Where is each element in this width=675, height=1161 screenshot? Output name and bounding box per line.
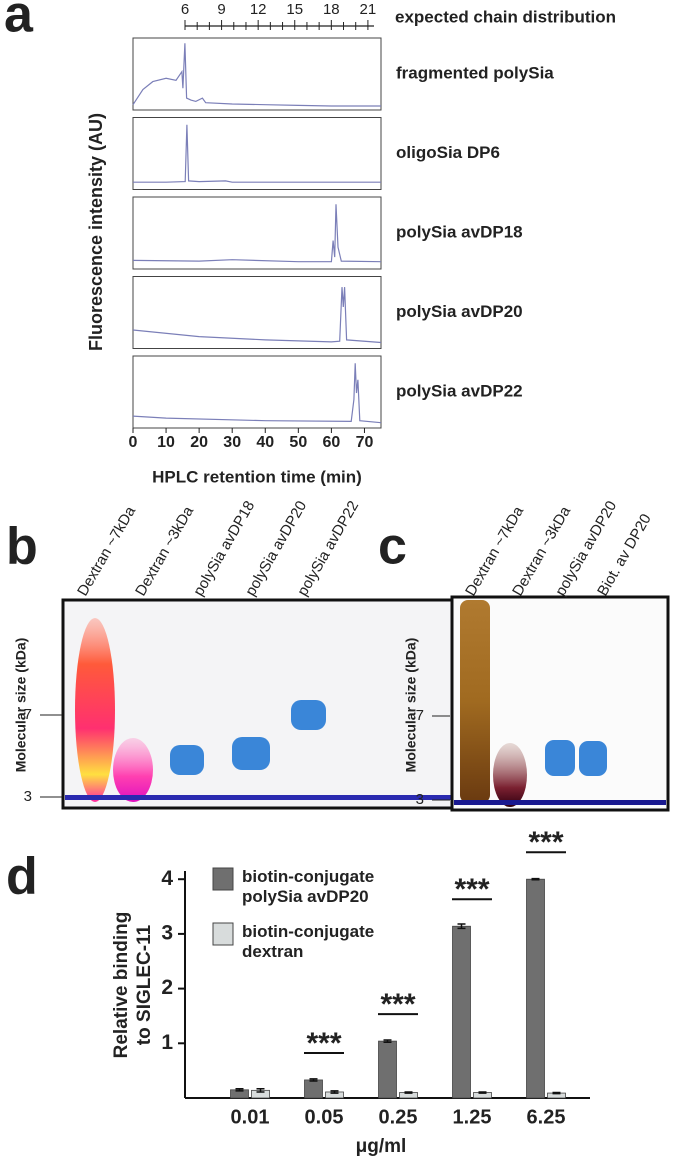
x-tick-label: 0.05: [305, 1106, 344, 1128]
significance-label: ***: [306, 1027, 341, 1060]
trace-name: fragmented polySia: [396, 63, 554, 82]
gel-band: [170, 745, 204, 775]
x-tick-label: 0.01: [231, 1106, 270, 1128]
y-axis-label: to SIGLEC-11: [134, 924, 155, 1045]
error-bar: [383, 1039, 392, 1043]
error-bar: [531, 877, 540, 881]
x-tick-label: 30: [223, 434, 241, 451]
trace: [132, 287, 382, 344]
error-bar: [478, 1091, 487, 1094]
significance-label: ***: [454, 873, 489, 906]
trace-name: polySia avDP22: [396, 381, 523, 400]
legend-label: biotin-conjugate dextran: [242, 922, 375, 961]
bar: [526, 878, 545, 1099]
x-tick-label: 40: [256, 434, 274, 451]
y-axis-label: Molecular size (kDa): [13, 638, 29, 773]
gel-band: [460, 600, 490, 803]
y-tick-label: 2: [161, 976, 173, 999]
trace: [132, 43, 381, 107]
x-tick-label: 1.25: [453, 1106, 492, 1128]
error-bar: [404, 1091, 413, 1094]
x2-tick-label: 9: [217, 1, 225, 18]
significance-label: ***: [380, 988, 415, 1021]
significance-label: ***: [528, 826, 563, 859]
x2-tick-label: 6: [181, 1, 189, 18]
error-bar: [309, 1078, 318, 1082]
gel-band: [291, 700, 326, 730]
gel-front: [454, 800, 666, 805]
panel-letter: a: [4, 0, 34, 44]
y-tick-label: 4: [161, 867, 173, 890]
y-tick-label: 1: [161, 1031, 173, 1054]
trace-frame: [132, 276, 382, 349]
x-tick-label: 0: [129, 434, 138, 451]
trace-name: oligoSia DP6: [396, 143, 500, 162]
legend-swatch: [212, 922, 234, 946]
trace-frame: [132, 37, 382, 111]
panel-letter: d: [6, 848, 38, 906]
error-bar: [552, 1091, 561, 1095]
x2-tick-label: 18: [323, 1, 340, 18]
panel-letter: c: [378, 518, 407, 576]
gel-band: [75, 618, 115, 802]
y-axis-label: Molecular size (kDa): [403, 638, 419, 773]
x-tick-label: 10: [157, 434, 175, 451]
bar: [304, 1079, 323, 1099]
gel-front: [65, 795, 496, 800]
trace-name: polySia avDP20: [396, 302, 523, 321]
trace-frame: [132, 117, 382, 190]
lane-label: Dextran ~3kDa: [132, 503, 197, 599]
y-tick-label: 3: [161, 921, 173, 944]
panel-letter: b: [6, 518, 38, 576]
x2-axis-label: expected chain distribution: [395, 7, 616, 26]
x-tick-label: 60: [323, 434, 341, 451]
legend-swatch: [212, 867, 234, 891]
lane-label: Dextran ~7kDa: [74, 503, 139, 599]
gel-band: [545, 740, 575, 776]
x-tick-label: 70: [356, 434, 374, 451]
x2-tick-label: 15: [286, 1, 303, 18]
bar: [452, 925, 471, 1099]
gel-band: [493, 743, 527, 807]
x2-tick-label: 21: [360, 1, 377, 18]
y-tick-label: 7: [416, 707, 424, 724]
x-axis-label: HPLC retention time (min): [152, 467, 362, 486]
y-axis-label: Fluorescence intensity (AU): [86, 113, 106, 351]
trace: [133, 124, 381, 183]
y-tick-label: 7: [24, 706, 32, 723]
x-tick-label: 6.25: [527, 1106, 566, 1128]
trace-frame: [132, 355, 382, 429]
error-bar: [330, 1090, 339, 1094]
gel-band: [113, 738, 153, 802]
error-bar: [457, 923, 466, 930]
trace-name: polySia avDP18: [396, 222, 523, 241]
x-tick-label: 20: [190, 434, 208, 451]
trace: [132, 204, 382, 263]
y-tick-label: 3: [416, 791, 424, 808]
y-axis-label: Relative binding: [111, 912, 132, 1059]
error-bar: [256, 1087, 265, 1093]
x-tick-label: 50: [289, 434, 307, 451]
x2-tick-label: 12: [250, 1, 267, 18]
trace-frame: [132, 196, 382, 270]
gel-band: [579, 741, 607, 776]
legend-label: biotin-conjugate polySia avDP20: [242, 867, 375, 906]
y-tick-label: 3: [24, 788, 32, 805]
gel-band: [232, 737, 270, 770]
error-bar: [235, 1087, 244, 1092]
x-tick-label: 0.25: [379, 1106, 418, 1128]
bar: [378, 1040, 397, 1099]
trace: [132, 363, 382, 424]
x-axis-label: μg/ml: [356, 1136, 407, 1157]
